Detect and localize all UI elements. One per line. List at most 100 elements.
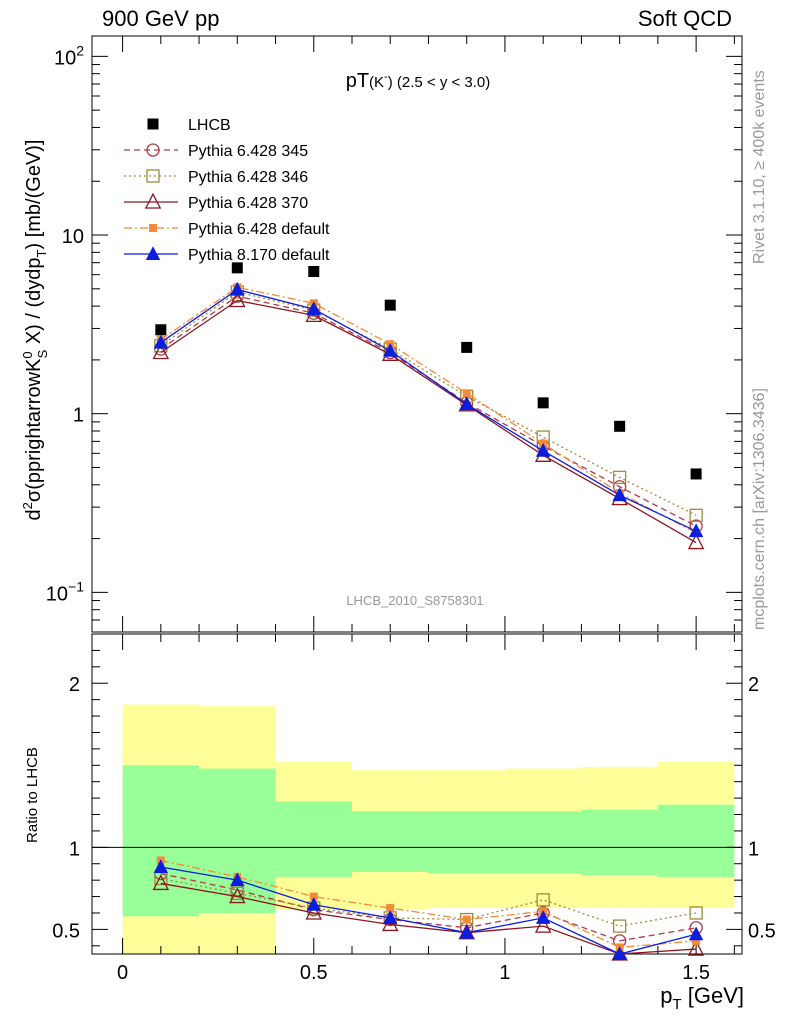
ratio-uncertainty-band-inner [122,765,200,917]
ratio-data-point [306,896,321,911]
ratio-y-axis-label: Ratio to LHCB [24,747,41,843]
ratio-data-point [535,910,551,924]
ratio-data-point [612,946,627,960]
main-data-point [690,468,702,480]
ratio-data-point [230,872,245,887]
main-plot-frame [91,35,743,633]
ratio-data-point [383,910,398,924]
ratio-data-point [386,904,395,913]
main-data-point [462,389,471,398]
main-series-line [160,286,697,534]
main-y-axis-label: d2σ(pprightarrowK0S X) / (dydpT) [mb/(Ge… [20,139,50,520]
legend-entry-label: Pythia 6.428 default [188,221,330,238]
ratio-y-tick-label-right: 1 [748,838,759,860]
main-panel: 10−1 1 10 102 LHCB Pythia 6.428 345 Pythia 6.4… [20,35,743,633]
x-axis-label: pT [GeV] [660,983,744,1013]
main-y-tick-label: 10−1 [46,578,84,605]
ratio-uncertainty-band-inner [504,811,582,874]
ratio-uncertainty-band-inner [657,804,735,877]
mcplots-reference-label: mcplots.cern.ch [arXiv:1306.3436] [751,388,768,630]
ratio-data-point [536,893,550,907]
main-title: pT(K-) (2.5 < y < 3.0) [346,70,491,92]
ratio-y-tick-label-right: 0.5 [748,920,776,942]
main-data-point [614,420,626,432]
legend-marker [144,192,162,209]
main-y-tick-label: 1 [73,405,84,427]
ratio-series-line [160,866,697,955]
main-data-point [306,301,321,316]
ratio-data-point [230,886,244,900]
main-series-line [160,291,697,516]
ratio-y-tick-label: 2 [69,674,80,696]
ratio-data-point [229,887,246,904]
ratio-uncertainty-band-inner [428,811,505,874]
main-plot-marks: 10−1 1 10 102 LHCB Pythia 6.428 345 Pythia 6.4… [46,35,743,633]
main-data-point [461,341,473,353]
legend-entry-label: Pythia 6.428 345 [188,143,308,160]
ratio-y-tick-label: 0.5 [52,920,80,942]
main-data-point [308,265,320,277]
ratio-series-line [160,872,697,942]
main-y-tick-label: 10 [62,226,84,248]
mcplots-reference-text: mcplots.cern.ch [arXiv:1306.3436] [751,388,768,630]
main-y-tick-label: 102 [54,42,84,69]
header-category-label: Soft QCD [637,6,732,31]
ratio-uncertainty-band-inner [275,801,352,877]
main-data-point [537,397,549,409]
rivet-version-text: Rivet 3.1.10, ≥ 400k events [751,70,768,264]
ratio-y-tick-label: 1 [69,838,80,860]
legend-marker [149,224,157,232]
x-tick-label: 0.5 [300,962,328,984]
analysis-watermark: LHCB_2010_S8758301 [346,593,483,608]
ratio-plot-marks: 0.5 0.5 1 1 2 2 0 0.5 1 1.5 [52,633,776,984]
ratio-data-point [692,936,701,945]
x-tick-label: 1 [499,962,510,984]
main-data-point [153,334,169,349]
legend-marker [146,143,160,157]
legend-marker [145,246,161,260]
ratio-series-line [160,859,697,949]
main-data-point [689,508,703,522]
main-data-point [535,442,551,457]
ratio-data-point [534,916,552,933]
ratio-data-point [309,892,318,901]
main-series-line [160,288,697,532]
main-data-point [152,343,170,360]
main-data-point [612,487,627,502]
main-data-point [231,262,243,274]
rivet-version-label: Rivet 3.1.10, ≥ 400k events [751,70,768,264]
main-data-point [155,324,167,336]
legend-entry-label: Pythia 6.428 346 [188,169,308,186]
ratio-data-point [462,915,471,924]
ratio-data-point [305,903,323,920]
ratio-data-point [688,926,704,941]
main-data-point [612,470,627,485]
legend-entry-label: Pythia 6.428 370 [188,195,308,212]
ratio-panel: 0.5 0.5 1 1 2 2 0 0.5 1 1.5 Ratio to LHCB pT [GeV… [24,633,776,1013]
ratio-data-point [689,906,703,920]
x-tick-label: 1.5 [682,962,710,984]
header-process-label: 900 GeV pp [102,6,220,31]
main-series-line [160,299,697,544]
main-data-point [229,291,246,308]
legend-marker [146,169,160,183]
main-data-point [230,281,245,296]
ratio-uncertainty-band-inner [352,811,429,872]
legend-entry-label: LHCB [188,117,231,134]
ratio-y-tick-label-right: 2 [748,674,759,696]
main-data-point [688,523,704,538]
ratio-data-point [612,919,627,933]
ratio-uncertainty-band-inner [581,809,658,876]
main-data-point [459,396,474,411]
main-data-point [384,299,396,311]
ratio-data-point [459,924,474,939]
ratio-data-point [687,939,705,956]
legend-marker [147,118,159,130]
ratio-series-line [160,882,697,955]
ratio-series-line [160,877,697,927]
ratio-data-point [153,859,169,874]
legend-entry-label: Pythia 8.170 default [188,247,330,264]
x-tick-label: 0 [117,962,128,984]
ratio-data-point [152,874,170,891]
